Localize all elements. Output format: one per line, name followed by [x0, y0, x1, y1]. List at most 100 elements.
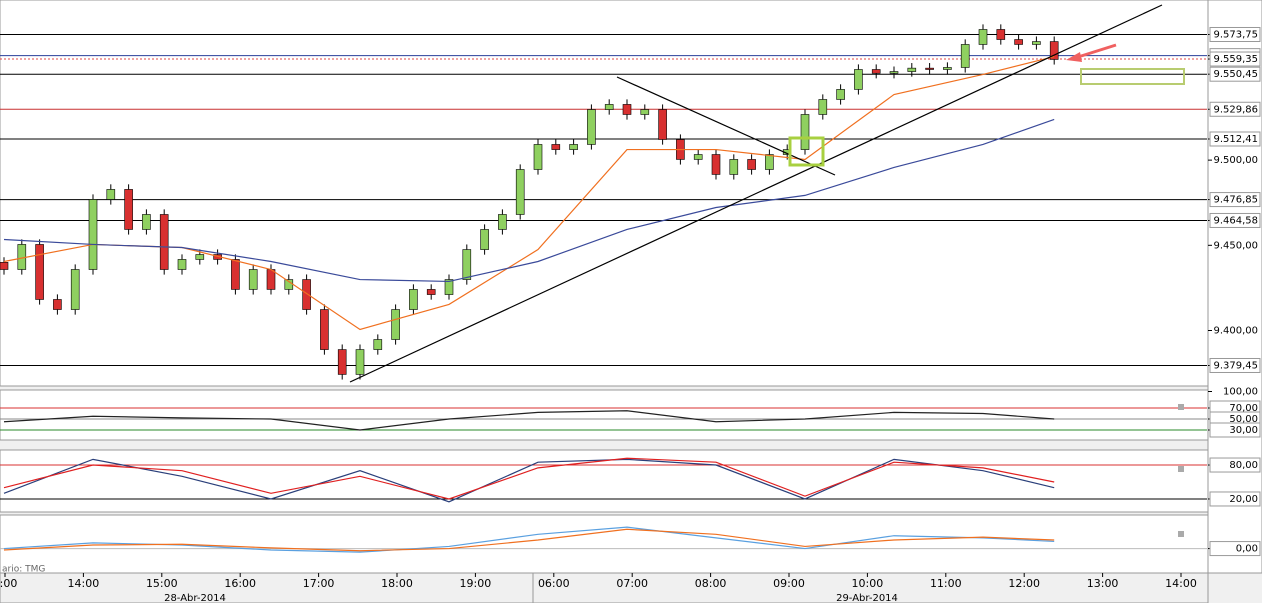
candle-body — [124, 189, 133, 230]
candle-body — [871, 69, 881, 74]
candle-body — [444, 279, 454, 295]
candle-body — [1032, 41, 1041, 45]
y-tick-label: 9.379,45 — [1213, 360, 1258, 371]
candle-body — [996, 29, 1006, 40]
y-tick-box — [1209, 26, 1261, 42]
x-tick-label: 17:00 — [303, 577, 335, 590]
indicator-line — [3, 118, 1055, 283]
candle-body — [765, 154, 774, 170]
y-tick-label: 9.450,00 — [1213, 240, 1258, 251]
x-tick-label: 09:00 — [773, 577, 805, 590]
indicator-line — [3, 457, 1055, 500]
candle-body — [70, 269, 80, 310]
x-tick-label: 12:00 — [1008, 577, 1040, 590]
y-tick-box — [1209, 212, 1261, 228]
candle-body — [1014, 39, 1023, 45]
y-tick-label: 9.476,85 — [1213, 195, 1258, 206]
x-tick-label: 13:00 — [1087, 577, 1119, 590]
candle-body — [1049, 41, 1059, 60]
y-tick-box — [1209, 541, 1261, 557]
candle-body — [693, 154, 703, 160]
x-tick-label: 15:00 — [146, 577, 178, 590]
candle-body — [426, 289, 436, 295]
candle-body — [35, 244, 44, 300]
price-panel — [0, 0, 1209, 387]
candle-body — [391, 309, 400, 340]
candle-body — [177, 259, 187, 270]
candle-body — [515, 169, 525, 215]
candle-body — [480, 229, 489, 250]
candle-body — [889, 71, 899, 74]
candle-body — [373, 339, 383, 350]
y-tick-box — [1209, 491, 1261, 507]
y-tick-label: 9.559,35 — [1213, 54, 1258, 65]
candle-body — [658, 109, 667, 140]
candle-body — [0, 262, 9, 270]
y-tick-label: 9.512,41 — [1213, 134, 1258, 145]
y-tick-box — [1209, 422, 1261, 438]
candle-body — [907, 67, 917, 72]
candle-body — [266, 269, 276, 290]
x-tick-label: 18:00 — [381, 577, 413, 590]
candle-body — [142, 214, 151, 230]
candle-body — [925, 67, 934, 70]
y-tick-box — [1209, 457, 1261, 473]
x-tick-label: 16:00 — [224, 577, 256, 590]
y-tick-label: 0,00 — [1236, 544, 1258, 555]
candle-body — [622, 104, 632, 115]
candle-body — [960, 44, 970, 68]
candle-body — [854, 69, 863, 90]
candle-body — [640, 109, 650, 115]
price-axis — [1207, 0, 1262, 574]
y-tick-box — [1209, 51, 1261, 67]
candle-body — [409, 289, 418, 310]
indicator-line — [3, 528, 1055, 552]
x-tick-label: 11:00 — [930, 577, 962, 590]
x-tick-label: 14:00 — [68, 577, 100, 590]
date-label: 29-Abr-2014 — [836, 593, 898, 603]
highlight-box — [788, 136, 825, 167]
candle-body — [106, 189, 116, 200]
footer-text: ario: TMG — [2, 565, 45, 575]
candle-body — [729, 159, 739, 175]
y-tick-label: 80,00 — [1229, 460, 1258, 471]
candle-body — [711, 154, 721, 175]
arrow — [1077, 43, 1117, 59]
y-tick-box — [1209, 131, 1261, 147]
candle-body — [551, 144, 561, 150]
x-tick-label: 3:00 — [0, 577, 17, 590]
y-tick-label: 50,00 — [1229, 414, 1258, 425]
y-tick-label: 20,00 — [1229, 494, 1258, 505]
indicator-line — [3, 458, 1055, 503]
y-tick-label: 9.400,00 — [1213, 325, 1258, 336]
date-label: 28-Abr-2014 — [164, 593, 226, 603]
candle-body — [943, 67, 952, 70]
candle-body — [569, 144, 578, 150]
x-tick-label: 08:00 — [695, 577, 727, 590]
x-tick-label: 19:00 — [460, 577, 492, 590]
indicator-line — [3, 410, 1055, 431]
x-tick-label: 10:00 — [852, 577, 884, 590]
candle-body — [159, 214, 169, 270]
candle-body — [818, 99, 828, 115]
candle-body — [462, 249, 472, 280]
candle-body — [533, 144, 543, 170]
y-tick-box — [1209, 101, 1261, 117]
y-tick-box — [1209, 192, 1261, 208]
indicator-line — [3, 526, 1055, 553]
y-tick-label: 100,00 — [1223, 387, 1258, 398]
y-tick-label: 9.500,00 — [1213, 155, 1258, 166]
marks: 9.573,759.561,349.559,359.550,459.529,86… — [0, 24, 1261, 603]
x-tick-label: 06:00 — [538, 577, 570, 590]
x-tick-label: 07:00 — [616, 577, 648, 590]
candle-body — [53, 299, 62, 310]
y-tick-box — [1209, 357, 1261, 373]
rsi-panel — [0, 389, 1209, 441]
candle-body — [302, 279, 311, 310]
y-tick-label: 9.573,75 — [1213, 29, 1258, 40]
y-tick-label: 9.550,45 — [1213, 69, 1258, 80]
x-tick-label: 14:00 — [1165, 577, 1197, 590]
candle-body — [248, 269, 258, 290]
panel-icons — [1178, 404, 1184, 537]
